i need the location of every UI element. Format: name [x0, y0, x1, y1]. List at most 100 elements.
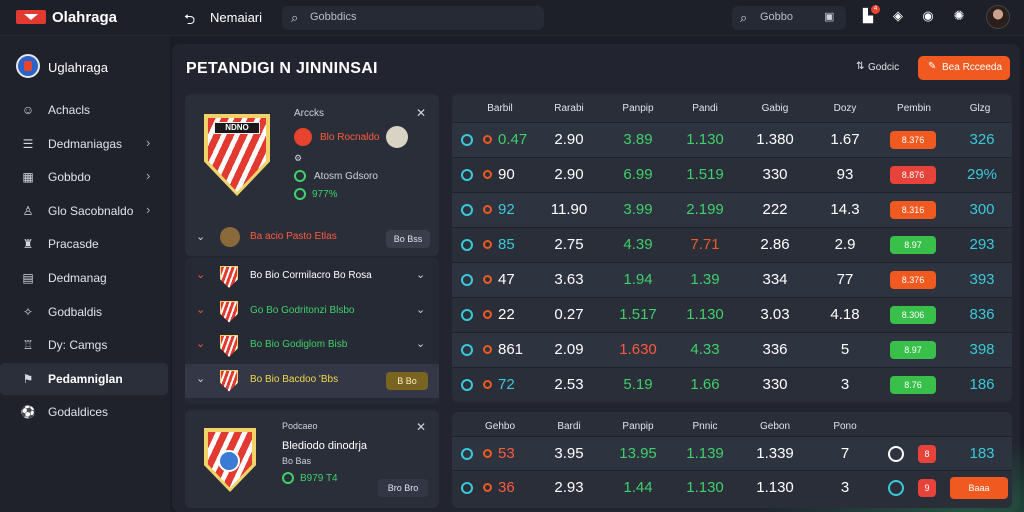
odds-value[interactable]: 3.99 [623, 201, 653, 218]
odds-value[interactable]: 326 [969, 131, 995, 148]
odds-value[interactable]: 293 [969, 236, 995, 253]
odds-value[interactable]: 1.630 [619, 341, 657, 358]
odds-value[interactable]: 1.517 [619, 306, 657, 323]
odds-value[interactable]: 334 [762, 271, 788, 288]
user-avatar[interactable] [986, 5, 1010, 29]
chevron-down-icon[interactable]: ⌄ [196, 338, 206, 350]
subrow-button[interactable]: B Bo [386, 371, 428, 390]
odds-value[interactable]: 1.66 [690, 376, 720, 393]
expand-icon[interactable]: ⌄ [416, 338, 426, 350]
odds-value[interactable]: 1.130 [686, 131, 724, 148]
column-header[interactable]: Bardi [557, 421, 581, 432]
shield-icon[interactable]: ◈ [893, 8, 903, 23]
sidebar-item[interactable]: ♜ Pracasde [0, 228, 168, 260]
odds-value[interactable]: 2.199 [686, 201, 724, 218]
sidebar-item[interactable]: ♙ Glo Sacobnaldo › [0, 195, 168, 227]
odds-value[interactable]: 2.75 [554, 236, 584, 253]
odds-value[interactable]: 1.380 [756, 131, 794, 148]
odds-value[interactable]: 2.93 [554, 479, 584, 496]
column-header[interactable]: Pnnic [692, 421, 718, 432]
odds-chip[interactable]: 8 [918, 445, 936, 463]
odds-value[interactable]: 393 [969, 271, 995, 288]
column-header[interactable]: Panpip [622, 421, 654, 432]
odds-value[interactable]: 6.99 [623, 166, 653, 183]
expand-icon[interactable]: ⌄ [416, 269, 426, 281]
odds-value[interactable]: 2.53 [554, 376, 584, 393]
back-arrow-icon[interactable]: ⮌ [184, 11, 196, 27]
odds-value[interactable]: 336 [762, 341, 788, 358]
odds-value[interactable]: 36 [498, 479, 515, 496]
odds-value[interactable]: 0.47 [498, 131, 528, 148]
odds-value[interactable]: 92 [498, 201, 515, 218]
column-header[interactable]: Barbil [487, 103, 513, 114]
odds-value[interactable]: 85 [498, 236, 515, 253]
sidebar-item[interactable]: ▤ Dedmanag [0, 262, 168, 294]
odds-value[interactable]: 1.39 [690, 271, 720, 288]
odds-value[interactable]: 836 [969, 306, 995, 323]
subrow-label[interactable]: Go Bo Godritonzi Blsbo [250, 304, 355, 316]
odds-value[interactable]: 1.94 [623, 271, 653, 288]
odds-row[interactable]: 861 2.09 1.630 4.33 336 5 8.97 398 [452, 332, 1012, 367]
subrow-label[interactable]: Bo Bio Godiglom Bisb [250, 339, 348, 350]
odds-value[interactable]: 1.519 [686, 166, 724, 183]
subrow-label[interactable]: Bo Bio Cormilacro Bo Rosa [250, 270, 372, 281]
sidebar-item[interactable]: ✧ Godbaldis [0, 296, 168, 328]
sidebar-item[interactable]: ⚑ Pedamniglan [0, 362, 168, 395]
odds-value[interactable]: 1.339 [756, 445, 794, 462]
column-header[interactable]: Rarabi [554, 103, 584, 114]
odds-row[interactable]: 53 3.95 13.95 1.139 1.339 7 8 183 [452, 436, 1012, 470]
odds-value[interactable]: 183 [969, 445, 995, 462]
search-input-secondary[interactable]: ⌕ Gobbo ▣ [732, 6, 846, 30]
odds-row[interactable]: 22 0.27 1.517 1.130 3.03 4.18 8.306 836 [452, 297, 1012, 332]
odds-value[interactable]: 3.95 [554, 445, 584, 462]
column-header[interactable]: Pembin [897, 103, 931, 114]
odds-value[interactable]: 2.90 [554, 131, 584, 148]
odds-value[interactable]: 2.90 [554, 166, 584, 183]
odds-value[interactable]: 300 [969, 201, 995, 218]
chevron-right-icon[interactable]: › [146, 201, 151, 217]
odds-value[interactable]: 330 [762, 376, 788, 393]
odds-value[interactable]: 1.139 [686, 445, 724, 462]
odds-chip[interactable]: 8.76 [890, 376, 936, 394]
odds-value[interactable]: 29% [966, 166, 998, 183]
column-header[interactable]: Panpip [622, 103, 654, 114]
odds-value[interactable]: 7 [840, 445, 850, 462]
odds-row[interactable]: 47 3.63 1.94 1.39 334 77 8.376 393 [452, 262, 1012, 297]
column-header[interactable]: Gabig [761, 103, 789, 114]
brand-logo-icon[interactable] [16, 10, 46, 24]
odds-action-button[interactable]: Baaa [950, 477, 1008, 499]
odds-value[interactable]: 53 [498, 445, 515, 462]
sidebar-header[interactable]: Uglahraga [48, 60, 108, 75]
column-header[interactable]: Dozy [833, 103, 857, 114]
primary-action-button[interactable]: ✎ Bea Rcceeda [918, 56, 1010, 80]
odds-value[interactable]: 3 [840, 376, 850, 393]
odds-value[interactable]: 222 [762, 201, 788, 218]
filter-button[interactable]: ⇅ Godcic [848, 56, 910, 80]
odds-value[interactable]: 186 [969, 376, 995, 393]
odds-value[interactable]: 861 [498, 341, 524, 358]
odds-value[interactable]: 11.90 [550, 201, 588, 218]
sidebar-item[interactable]: ⚽ Godaldices [0, 396, 168, 428]
odds-value[interactable]: 3 [840, 479, 850, 496]
odds-chip[interactable]: 8.316 [890, 201, 936, 219]
odds-row[interactable]: 90 2.90 6.99 1.519 330 93 8.876 29% [452, 157, 1012, 192]
odds-value[interactable]: 398 [969, 341, 995, 358]
odds-row[interactable]: 85 2.75 4.39 7.71 2.86 2.9 8.97 293 [452, 227, 1012, 262]
chat-icon[interactable]: ◉ [922, 8, 934, 23]
odds-chip[interactable]: 8.97 [890, 236, 936, 254]
odds-value[interactable]: 77 [836, 271, 854, 288]
odds-value[interactable]: 4.18 [830, 306, 860, 323]
odds-value[interactable]: 5.19 [623, 376, 653, 393]
column-header[interactable]: Pandi [692, 103, 718, 114]
odds-value[interactable]: 93 [836, 166, 854, 183]
nav-title[interactable]: Nemaiari [210, 10, 263, 25]
odds-value[interactable]: 2.9 [834, 236, 856, 253]
chevron-down-icon[interactable]: ⌄ [196, 372, 206, 385]
chevron-right-icon[interactable]: › [146, 168, 151, 184]
gift-icon[interactable]: ▙ [863, 8, 873, 23]
odds-value[interactable]: 1.44 [623, 479, 653, 496]
search-input[interactable]: ⌕ Gobbdics [282, 6, 544, 30]
odds-value[interactable]: 72 [498, 376, 515, 393]
odds-value[interactable]: 0.27 [554, 306, 584, 323]
odds-value[interactable]: 4.33 [690, 341, 720, 358]
